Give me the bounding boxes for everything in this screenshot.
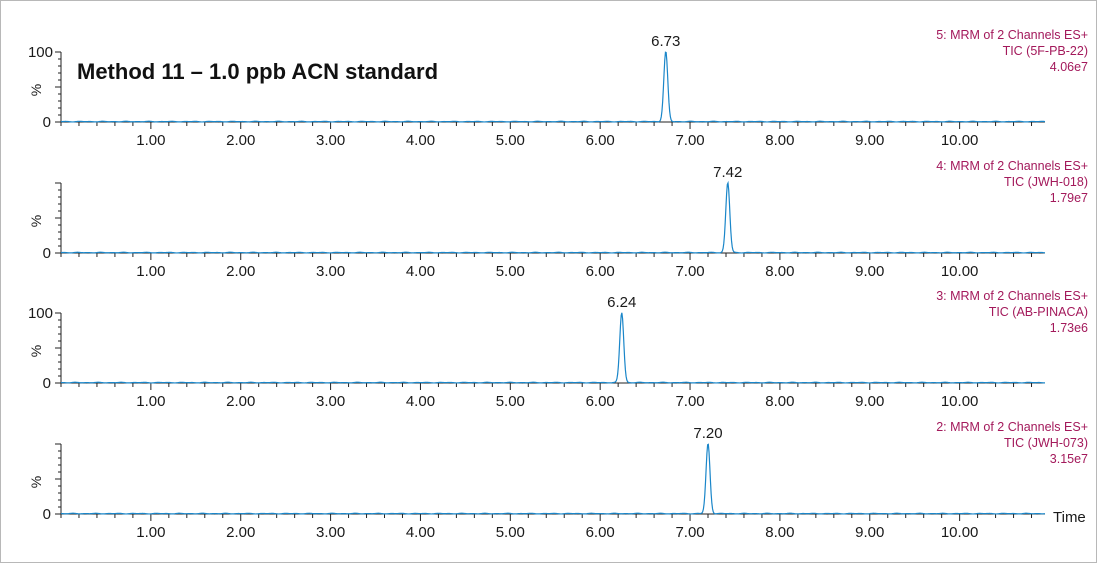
y-unit-label: % xyxy=(28,215,44,227)
trace-info-line: TIC (JWH-073) xyxy=(1004,436,1088,450)
chromatogram-trace xyxy=(60,51,1046,123)
x-tick-label: 5.00 xyxy=(496,524,525,541)
x-tick-label: 2.00 xyxy=(226,524,255,541)
x-tick-label: 2.00 xyxy=(226,263,255,280)
x-tick-label: 3.00 xyxy=(316,132,345,149)
x-tick-label: 4.00 xyxy=(406,393,435,410)
peak-label: 6.73 xyxy=(651,33,680,50)
x-tick-label: 9.00 xyxy=(855,524,884,541)
trace-info-line: TIC (JWH-018) xyxy=(1004,175,1088,189)
x-tick-label: 5.00 xyxy=(496,132,525,149)
x-tick-label: 6.00 xyxy=(586,132,615,149)
x-tick-label: 10.00 xyxy=(941,524,979,541)
x-tick-label: 1.00 xyxy=(136,393,165,410)
x-tick-label: 4.00 xyxy=(406,263,435,280)
y-unit-label: % xyxy=(28,84,44,96)
trace-info-line: 3.15e7 xyxy=(1050,452,1088,466)
x-tick-label: 5.00 xyxy=(496,393,525,410)
figure-title: Method 11 – 1.0 ppb ACN standard xyxy=(77,59,438,84)
peak-label: 6.24 xyxy=(607,294,636,311)
x-tick-label: 7.00 xyxy=(675,263,704,280)
trace-info-line: 4.06e7 xyxy=(1050,60,1088,74)
chromatogram-trace xyxy=(60,312,1045,384)
x-tick-label: 2.00 xyxy=(226,132,255,149)
x-tick-label: 7.00 xyxy=(675,393,704,410)
y-min-label: 0 xyxy=(43,375,51,392)
peak-label: 7.42 xyxy=(713,164,742,181)
chromatogram-panel: 100 0% 1.00 2.00 3.00 4.00 5.00 6.00 7.00 8.00 9.0… xyxy=(28,289,1088,410)
chromatogram-trace xyxy=(60,180,1046,254)
peak-label: 7.20 xyxy=(693,425,722,442)
x-tick-label: 3.00 xyxy=(316,393,345,410)
x-tick-label: 10.00 xyxy=(941,393,979,410)
chromatogram-panel: 100 0% 1.00 2.00 3.00 4.00 5.00 6.00 7.00 8.00 9.0… xyxy=(28,28,1088,149)
x-tick-label: 8.00 xyxy=(765,263,794,280)
x-tick-label: 8.00 xyxy=(765,524,794,541)
trace-info-line: 4: MRM of 2 Channels ES+ xyxy=(936,159,1088,173)
x-tick-label: 4.00 xyxy=(406,524,435,541)
chromatogram-panels: 100 0% 1.00 2.00 3.00 4.00 5.00 6.00 7.00 8.00 9.0… xyxy=(28,28,1088,541)
x-tick-label: 9.00 xyxy=(855,132,884,149)
trace-info-line: 1.73e6 xyxy=(1050,321,1088,335)
y-min-label: 0 xyxy=(43,506,51,523)
x-tick-label: 5.00 xyxy=(496,263,525,280)
x-tick-label: 9.00 xyxy=(855,393,884,410)
y-max-label: 100 xyxy=(28,44,53,61)
x-tick-label: 1.00 xyxy=(136,524,165,541)
trace-info-line: 5: MRM of 2 Channels ES+ xyxy=(936,28,1088,42)
x-tick-label: 1.00 xyxy=(136,132,165,149)
trace-info-line: 1.79e7 xyxy=(1050,191,1088,205)
x-tick-label: 2.00 xyxy=(226,393,255,410)
x-tick-label: 3.00 xyxy=(316,263,345,280)
x-axis-label: Time xyxy=(1053,509,1086,526)
y-min-label: 0 xyxy=(43,245,51,262)
x-tick-label: 6.00 xyxy=(586,393,615,410)
trace-info-line: 3: MRM of 2 Channels ES+ xyxy=(936,289,1088,303)
x-tick-label: 9.00 xyxy=(855,263,884,280)
x-tick-label: 1.00 xyxy=(136,263,165,280)
trace-info-line: 2: MRM of 2 Channels ES+ xyxy=(936,420,1088,434)
y-min-label: 0 xyxy=(43,114,51,131)
chromatogram-panel: 0% 1.00 2.00 3.00 4.00 5.00 6.00 7.00 8.00 9.00 10… xyxy=(28,420,1088,541)
y-max-label: 100 xyxy=(28,305,53,322)
x-tick-label: 8.00 xyxy=(765,393,794,410)
chromatogram-panel: 0% 1.00 2.00 3.00 4.00 5.00 6.00 7.00 8.00 9.00 10… xyxy=(28,159,1088,280)
x-tick-label: 10.00 xyxy=(941,132,979,149)
x-tick-label: 6.00 xyxy=(586,524,615,541)
x-tick-label: 7.00 xyxy=(675,524,704,541)
x-tick-label: 10.00 xyxy=(941,263,979,280)
y-unit-label: % xyxy=(28,345,44,357)
x-tick-label: 7.00 xyxy=(675,132,704,149)
x-tick-label: 4.00 xyxy=(406,132,435,149)
x-tick-label: 8.00 xyxy=(765,132,794,149)
x-tick-label: 6.00 xyxy=(586,263,615,280)
trace-info-line: TIC (5F-PB-22) xyxy=(1003,44,1088,58)
x-tick-label: 3.00 xyxy=(316,524,345,541)
chromatogram-trace xyxy=(61,443,1046,515)
y-unit-label: % xyxy=(28,476,44,488)
trace-info-line: TIC (AB-PINACA) xyxy=(989,305,1088,319)
